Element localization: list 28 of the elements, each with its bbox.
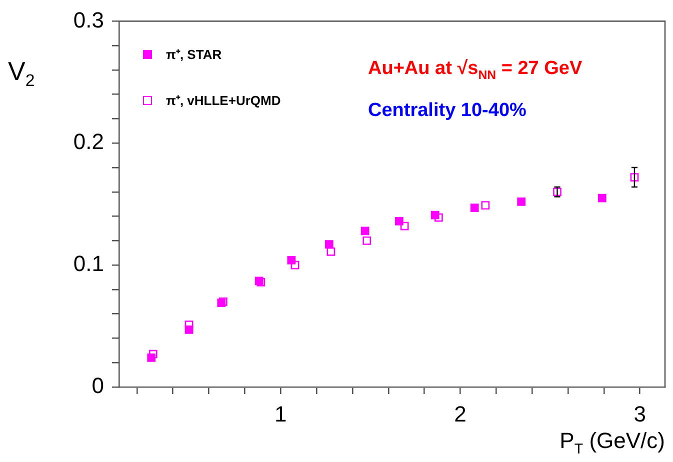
y-tick-label: 0.3 [73, 7, 104, 32]
point [481, 201, 490, 210]
point [598, 194, 606, 202]
point [184, 320, 194, 329]
y-tick-label: 0.1 [73, 251, 104, 276]
y-tick-label: 0.2 [73, 129, 104, 154]
legend-label: π⁺, vHLLE+UrQMD [166, 92, 281, 109]
x-tick-label: 2 [454, 401, 466, 426]
point [324, 240, 334, 249]
point [326, 247, 336, 256]
point [434, 213, 443, 222]
point [395, 216, 404, 226]
legend-label: π⁺, STAR [166, 46, 222, 63]
point [148, 350, 158, 358]
x-tick-label: 3 [634, 401, 646, 426]
point [400, 222, 409, 230]
x-axis-title: P$_{T}$ (GeV/c) [560, 428, 665, 458]
point [360, 226, 370, 236]
point [470, 204, 479, 212]
point [290, 260, 300, 270]
annotation: Centrality 10-40% [368, 100, 526, 122]
point [362, 236, 372, 245]
point [517, 197, 526, 206]
point [630, 173, 639, 182]
x-tick-label: 1 [274, 401, 287, 426]
y-tick-label: 0 [92, 373, 104, 398]
annotation: Au+Au at √s$_{NN}$ = 27 GeV [368, 58, 582, 82]
y-axis-title: V$_{2}$ [8, 56, 35, 92]
